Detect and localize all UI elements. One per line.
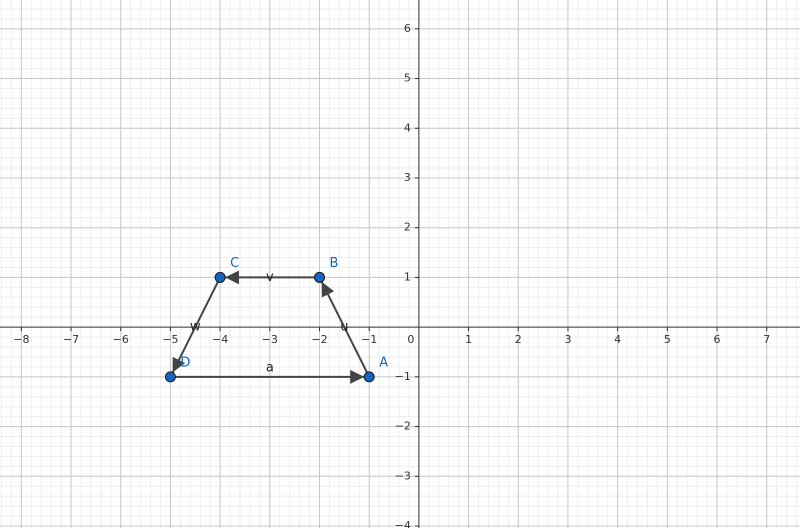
point-label: B: [330, 256, 339, 271]
x-tick-label: −5: [162, 333, 178, 346]
marks: a u v w A B C D: [164, 256, 388, 384]
point: [363, 371, 375, 383]
x-tick-label: −1: [361, 333, 377, 346]
y-tick-label: 5: [404, 72, 411, 85]
x-tick-label: 4: [614, 333, 621, 346]
vector-label: w: [190, 320, 201, 335]
y-tick-label: 3: [404, 171, 411, 184]
vector-label: a: [266, 360, 274, 375]
x-tick-label: 5: [664, 333, 671, 346]
y-tick-label: −4: [395, 519, 411, 528]
y-tick-label: 2: [404, 221, 411, 234]
point-label: C: [230, 256, 239, 271]
x-tick-label: 1: [465, 333, 472, 346]
x-tick-label: −3: [262, 333, 278, 346]
x-tick-label: −2: [311, 333, 327, 346]
x-tick-label: −6: [113, 333, 129, 346]
point-label: D: [180, 355, 190, 370]
vector: [171, 276, 222, 373]
x-tick-label: 3: [564, 333, 571, 346]
x-tick-label: −8: [13, 333, 29, 346]
point-label: A: [379, 355, 388, 370]
x-tick-label: −7: [63, 333, 79, 346]
vector: [320, 281, 371, 378]
x-tick-label: 7: [763, 333, 770, 346]
x-tick-label: 2: [515, 333, 522, 346]
vector-label: v: [266, 270, 274, 285]
y-tick-label: −1: [395, 370, 411, 383]
y-tick-label: −2: [395, 420, 411, 433]
y-tick-label: −3: [395, 469, 411, 482]
x-tick-label: 0: [407, 333, 414, 346]
vector-label: u: [340, 320, 348, 335]
x-tick-label: 6: [714, 333, 721, 346]
y-tick-label: 1: [404, 270, 411, 283]
y-tick-label: 4: [404, 121, 411, 134]
y-tick-label: 6: [404, 22, 411, 35]
point: [164, 371, 176, 383]
point: [214, 271, 226, 283]
x-tick-label: −4: [212, 333, 228, 346]
point: [314, 271, 326, 283]
